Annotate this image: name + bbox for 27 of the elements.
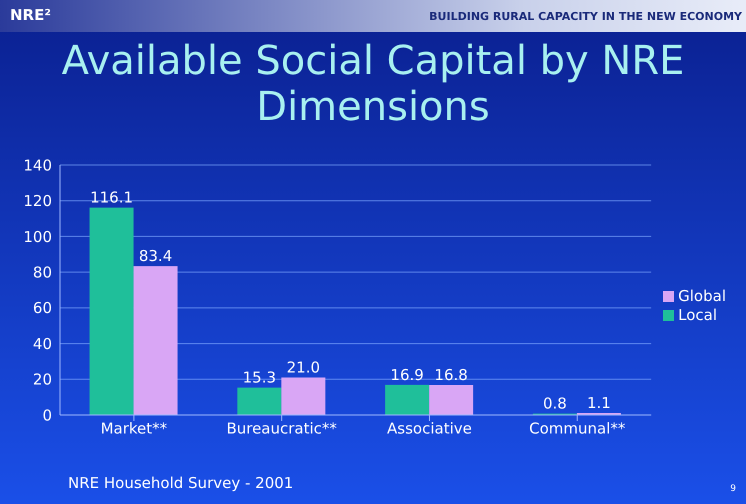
text: BUILDING RURAL CAPACITY IN THE NEW ECONOMY [429,10,742,23]
x-tick-label: Communal** [529,420,626,438]
data-label: 116.1 [90,188,134,207]
legend-label: Global [678,287,726,305]
data-label: 0.8 [542,394,567,413]
text: NRE² [10,6,51,24]
y-tick-label: 100 [23,228,52,246]
legend-label: Local [678,306,718,324]
x-tick-label: Bureaucratic** [226,420,338,438]
text: NRE Household Survey - 2001 [68,474,294,492]
data-label: 16.9 [390,366,424,384]
chart-title: Available Social Capital by NRE Dimensions [60,38,686,130]
y-tick-label: 60 [32,299,52,318]
data-label: 83.4 [138,247,172,266]
y-tick-label: 40 [32,334,52,353]
y-tick-label: 80 [32,263,52,282]
y-tick-label: 140 [23,156,52,174]
x-tick-label: Market** [100,420,168,438]
data-label: 15.3 [242,368,276,387]
data-label: 21.0 [286,358,320,376]
y-tick-label: 120 [23,192,52,210]
data-label: 1.1 [586,394,611,412]
data-label: 16.8 [434,366,468,384]
text: 9 [730,484,736,494]
y-tick-label: 0 [42,406,52,424]
y-tick-label: 20 [32,370,52,389]
x-tick-label: Associative [387,420,472,438]
